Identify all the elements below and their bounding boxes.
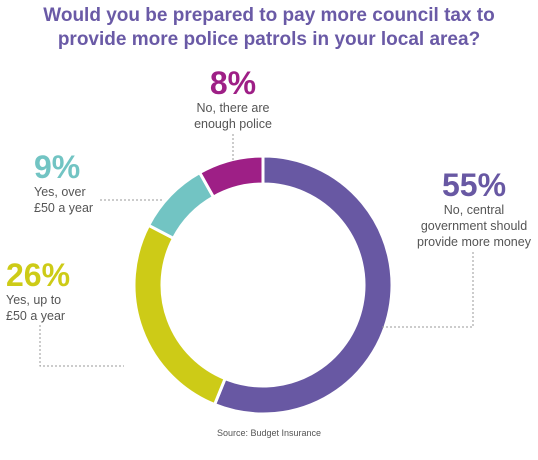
source-note: Source: Budget Insurance	[216, 428, 322, 438]
label-55: 55% No, central government should provid…	[410, 168, 538, 250]
label-55-line3: provide more money	[417, 235, 531, 249]
label-55-line2: government should	[420, 219, 528, 233]
label-55-pct: 55%	[441, 167, 507, 203]
chart-title: Would you be prepared to pay more counci…	[0, 4, 538, 52]
label-9-line1: Yes, over	[34, 185, 86, 199]
label-8-line2: enough police	[194, 117, 272, 131]
label-8: 8% No, there are enough police	[178, 66, 288, 132]
label-9-line2: £50 a year	[34, 201, 94, 215]
chart-title-line2: provide more police patrols in your loca…	[57, 29, 481, 50]
label-8-pct: 8%	[209, 65, 257, 101]
label-55-line1: No, central	[443, 203, 505, 217]
donut-slice-55	[212, 154, 394, 416]
label-8-line1: No, there are	[196, 101, 270, 115]
donut-slices	[132, 154, 394, 416]
label-9: 9% Yes, over £50 a year	[34, 150, 134, 216]
leader-lines	[39, 134, 474, 367]
donut-slice-8	[197, 154, 265, 200]
label-26-line2: £50 a year	[6, 309, 66, 323]
leader-line-55	[382, 251, 474, 328]
label-26-line1: Yes, up to	[6, 293, 62, 307]
chart-title-line1: Would you be prepared to pay more counci…	[43, 5, 495, 26]
label-26: 26% Yes, up to £50 a year	[6, 258, 106, 324]
donut-slice-26	[132, 223, 228, 407]
label-9-pct: 9%	[34, 149, 81, 185]
label-26-pct: 26%	[6, 257, 71, 293]
leader-line-26	[39, 325, 124, 367]
